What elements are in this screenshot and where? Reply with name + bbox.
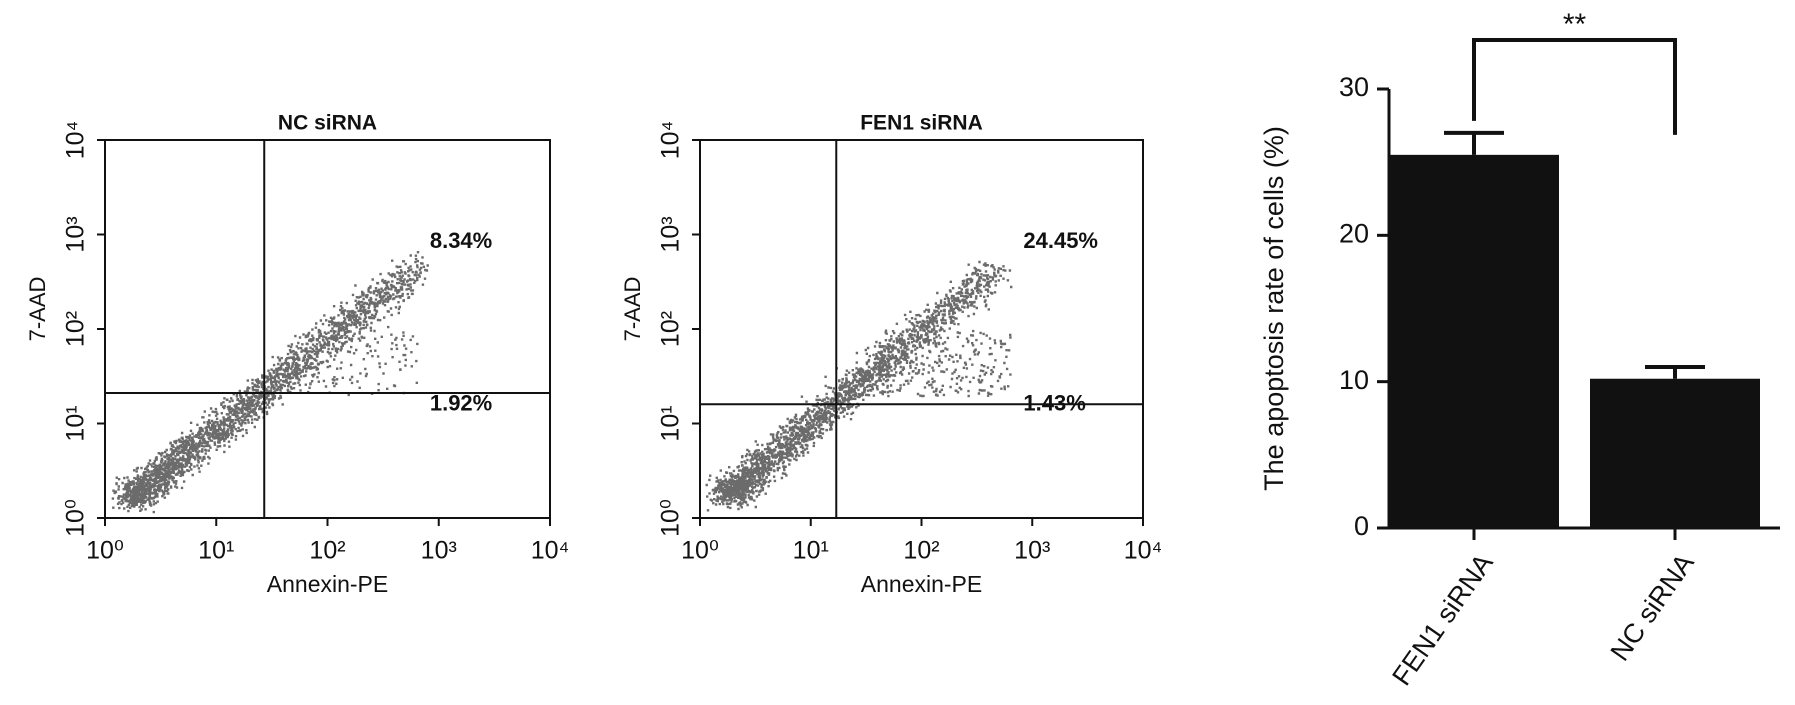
y-tick-label: 10⁰	[657, 499, 685, 537]
x-tick-label: NC siRNA	[1605, 548, 1700, 666]
plot-title: NC siRNA	[278, 112, 377, 135]
x-tick-label: 10¹	[198, 537, 234, 565]
y-tick-label: 10¹	[657, 405, 685, 441]
x-tick-label: 10⁰	[86, 537, 124, 565]
quadrant-percentage: 8.34%	[430, 228, 492, 253]
bar	[1389, 154, 1559, 528]
x-tick-label: 10²	[903, 537, 939, 565]
quadrant-percentage: 1.43%	[1023, 390, 1085, 415]
y-tick-label: 0	[1354, 511, 1369, 541]
x-tick-label: 10³	[1014, 537, 1050, 565]
quadrant-percentage: 1.92%	[430, 390, 492, 415]
x-axis-label: Annexin-PE	[861, 571, 982, 597]
cell-cloud	[111, 251, 429, 514]
y-tick-label: 20	[1339, 218, 1369, 248]
x-axis-label: Annexin-PE	[267, 571, 388, 597]
y-axis-label: 7-AAD	[25, 277, 50, 342]
quadrant-percentage: 24.45%	[1023, 228, 1098, 253]
plot-title: FEN1 siRNA	[860, 112, 983, 135]
x-tick-label: 10²	[309, 537, 345, 565]
x-tick-label: 10⁴	[531, 537, 570, 565]
y-axis-label: 7-AAD	[620, 277, 645, 342]
y-axis-label: The apoptosis rate of cells (%)	[1259, 126, 1289, 491]
x-tick-label: 10⁴	[1124, 537, 1163, 565]
x-tick-label: 10¹	[793, 537, 829, 565]
y-tick-label: 10⁰	[62, 499, 90, 537]
y-tick-label: 10²	[657, 311, 685, 347]
bar	[1590, 378, 1760, 528]
y-tick-label: 10³	[657, 216, 685, 252]
x-tick-label: 10⁰	[681, 537, 719, 565]
x-tick-label: FEN1 siRNA	[1386, 548, 1498, 691]
significance-bracket	[1472, 38, 1677, 135]
y-tick-label: 10⁴	[657, 121, 685, 160]
y-tick-label: 10²	[62, 311, 90, 347]
cell-cloud	[705, 260, 1013, 512]
y-tick-label: 10¹	[62, 405, 90, 441]
x-tick-label: 10³	[421, 537, 457, 565]
error-bar	[1444, 130, 1504, 155]
y-tick-label: 10³	[62, 216, 90, 252]
significance-label: **	[1563, 8, 1587, 41]
y-tick-label: 30	[1339, 72, 1369, 102]
y-tick-label: 10	[1339, 365, 1369, 395]
error-bar	[1645, 365, 1705, 379]
y-tick-label: 10⁴	[62, 121, 90, 160]
